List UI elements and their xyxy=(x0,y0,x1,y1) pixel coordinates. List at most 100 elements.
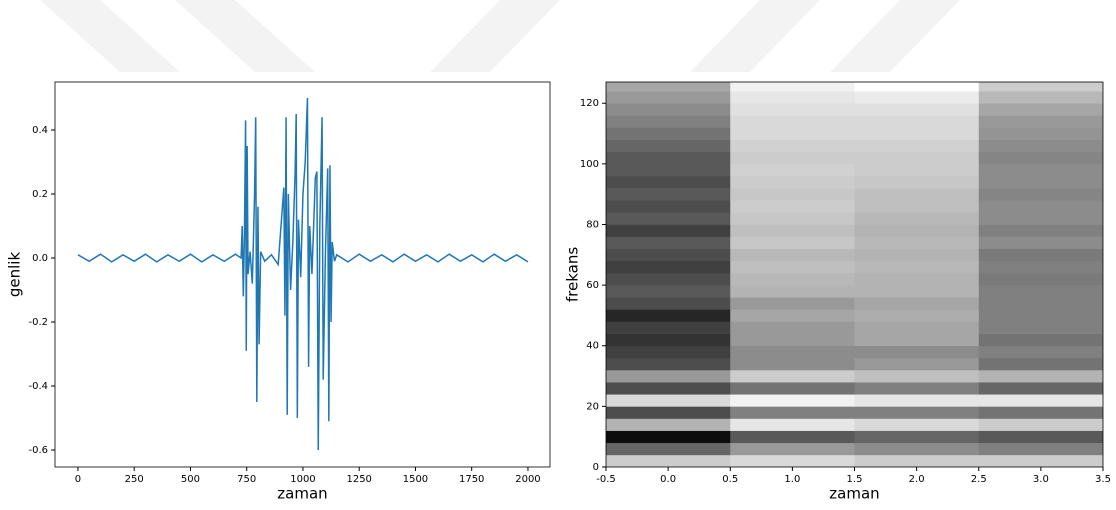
heat-cell xyxy=(978,212,1103,225)
heat-cell xyxy=(730,91,855,104)
watermark xyxy=(40,0,960,72)
x-tick-label: 3.0 xyxy=(1033,474,1049,485)
y-tick-label: 20 xyxy=(586,401,599,412)
heat-cell xyxy=(854,272,980,286)
heat-cell xyxy=(730,163,855,177)
heat-cell xyxy=(978,200,1103,213)
heat-cell xyxy=(854,406,980,419)
heat-cell xyxy=(730,345,855,359)
heat-cell xyxy=(978,91,1103,104)
heat-cell xyxy=(854,297,980,310)
plot-area xyxy=(606,82,1103,467)
heat-cell xyxy=(606,212,731,225)
heat-cell xyxy=(606,248,731,262)
heat-cell xyxy=(606,115,731,128)
heat-cell xyxy=(978,430,1103,444)
heat-cell xyxy=(730,297,855,310)
heat-cell xyxy=(606,260,731,274)
y-tick-label: 40 xyxy=(586,341,599,352)
heat-cell xyxy=(978,127,1103,140)
heat-cell xyxy=(730,139,855,153)
heat-cell xyxy=(606,200,731,213)
y-tick-label: -0.2 xyxy=(28,317,48,328)
heat-cell xyxy=(978,382,1103,395)
y-tick-label: 60 xyxy=(586,280,599,291)
heat-cell xyxy=(978,285,1103,298)
heat-cell xyxy=(730,175,855,189)
heat-cell xyxy=(854,357,980,371)
heat-cell xyxy=(606,321,731,334)
heat-cell xyxy=(606,309,731,322)
heat-cell xyxy=(854,127,980,140)
heat-cell xyxy=(730,321,855,334)
heat-cell xyxy=(854,236,980,250)
heat-cell xyxy=(730,260,855,274)
heat-cell xyxy=(854,103,980,116)
heat-cell xyxy=(606,272,731,286)
x-tick-label: 1500 xyxy=(403,474,428,485)
heat-cell xyxy=(606,151,731,165)
x-axis-label: zaman xyxy=(829,485,879,503)
heat-cell xyxy=(730,103,855,116)
heat-cell xyxy=(854,369,980,383)
heat-cell xyxy=(730,382,855,395)
heat-cell xyxy=(978,139,1103,153)
heat-cell xyxy=(730,82,855,92)
heat-cell xyxy=(606,394,731,407)
heat-cell xyxy=(978,454,1103,467)
heat-cell xyxy=(730,394,855,407)
heat-cell xyxy=(730,212,855,225)
heat-cell xyxy=(854,321,980,334)
heat-cell xyxy=(606,333,731,347)
heat-cell xyxy=(978,321,1103,334)
heat-cell xyxy=(854,382,980,395)
heat-cell xyxy=(606,82,731,92)
heat-cell xyxy=(730,454,855,467)
heat-cell xyxy=(606,382,731,395)
x-tick-label: 750 xyxy=(237,474,256,485)
heat-cell xyxy=(730,127,855,140)
heat-cell xyxy=(854,212,980,225)
heat-cell xyxy=(606,139,731,153)
heat-cell xyxy=(854,248,980,262)
heat-cell xyxy=(978,442,1103,456)
plot-area xyxy=(77,97,529,451)
x-tick-label: -0.5 xyxy=(596,474,616,485)
heat-cell xyxy=(978,272,1103,286)
y-tick-label: 80 xyxy=(586,219,599,230)
y-tick-label: 0.4 xyxy=(32,125,48,136)
heat-cell xyxy=(854,285,980,298)
x-tick-label: 0 xyxy=(75,474,81,485)
heat-cell xyxy=(730,224,855,237)
heat-cell xyxy=(606,188,731,201)
heat-cell xyxy=(730,430,855,444)
heat-cell xyxy=(854,163,980,177)
heat-cell xyxy=(606,175,731,189)
heat-cell xyxy=(606,418,731,431)
x-tick-label: 3.5 xyxy=(1095,474,1111,485)
y-axis-label: genlik xyxy=(6,252,24,298)
heat-cell xyxy=(606,430,731,444)
heat-cell xyxy=(730,115,855,128)
y-axis-label: frekans xyxy=(564,247,582,302)
x-tick-label: 2.0 xyxy=(909,474,925,485)
heat-cell xyxy=(854,224,980,237)
heat-cell xyxy=(978,394,1103,407)
heat-cell xyxy=(730,151,855,165)
y-tick-label: 120 xyxy=(580,98,599,109)
heat-cell xyxy=(978,115,1103,128)
y-tick-label: -0.4 xyxy=(28,381,48,392)
line xyxy=(77,97,529,451)
x-tick-label: 250 xyxy=(125,474,144,485)
heat-cell xyxy=(854,309,980,322)
heat-cell xyxy=(978,357,1103,371)
axes-frame xyxy=(54,81,551,468)
heat-cell xyxy=(978,151,1103,165)
y-tick-label: 0.0 xyxy=(32,253,48,264)
heat-cell xyxy=(978,163,1103,177)
heat-cell xyxy=(978,406,1103,419)
heat-cell xyxy=(854,175,980,189)
y-tick-label: 0 xyxy=(593,462,599,473)
heat-cell xyxy=(854,430,980,444)
